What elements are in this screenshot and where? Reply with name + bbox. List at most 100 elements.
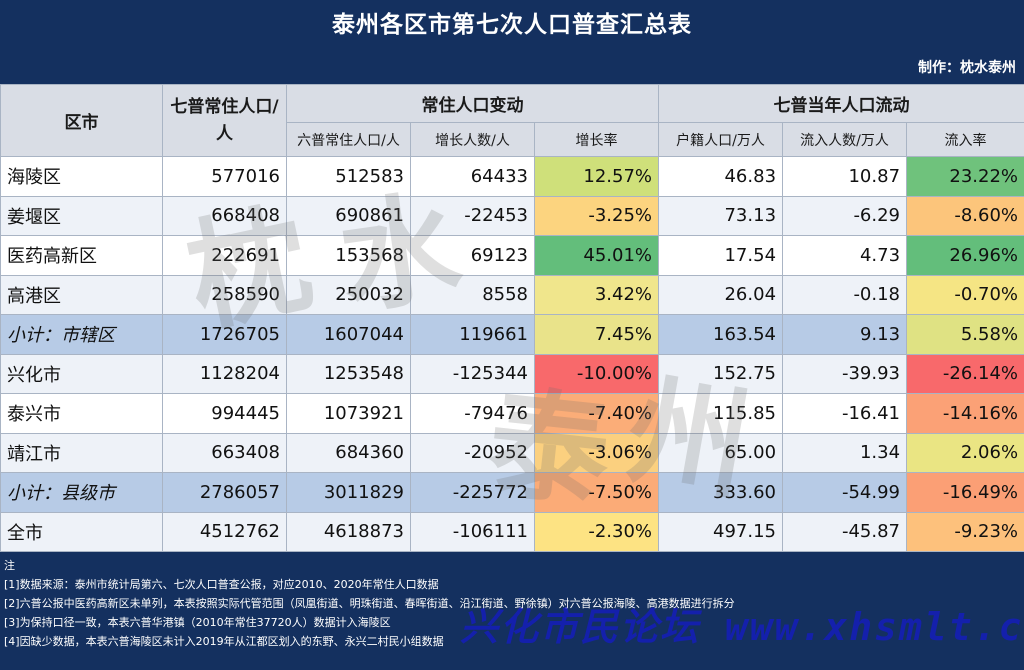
region-name: 全市 bbox=[0, 511, 163, 552]
pop7-cell: 668408 bbox=[162, 195, 287, 236]
pop6-cell: 1073921 bbox=[286, 393, 411, 434]
pop7-cell: 577016 bbox=[162, 156, 287, 197]
inflow-rate-cell: 2.06% bbox=[906, 432, 1024, 473]
header-registered: 户籍人口/万人 bbox=[658, 122, 784, 157]
inflow-cell: 9.13 bbox=[782, 314, 908, 355]
header-inflow-rate: 流入率 bbox=[906, 122, 1024, 157]
registered-cell: 333.60 bbox=[658, 472, 784, 513]
inflow-rate-cell: 26.96% bbox=[906, 235, 1024, 276]
region-name: 姜堰区 bbox=[0, 195, 163, 236]
growth-rate-cell: -3.25% bbox=[533, 195, 660, 236]
inflow-cell: 1.34 bbox=[782, 432, 908, 473]
registered-cell: 26.04 bbox=[658, 274, 784, 315]
region-name: 泰兴市 bbox=[0, 393, 163, 434]
pop7-cell: 1726705 bbox=[162, 314, 287, 355]
growth-rate-cell: -3.06% bbox=[533, 432, 660, 473]
pop7-cell: 222691 bbox=[162, 235, 287, 276]
inflow-cell: 4.73 bbox=[782, 235, 908, 276]
growth-cell: 8558 bbox=[410, 274, 535, 315]
pop6-cell: 1253548 bbox=[286, 353, 411, 394]
notes-section: 注 [1]数据来源：泰州市统计局第六、七次人口普查公报，对应2010、2020年… bbox=[4, 556, 1020, 651]
pop6-cell: 153568 bbox=[286, 235, 411, 276]
pop6-cell: 690861 bbox=[286, 195, 411, 236]
growth-cell: -106111 bbox=[410, 511, 535, 552]
region-name: 小计：县级市 bbox=[0, 472, 163, 513]
note-item: [2]六普公报中医药高新区未单列，本表按照实际代管范围（凤凰街道、明珠街道、春晖… bbox=[4, 597, 735, 610]
registered-cell: 497.15 bbox=[658, 511, 784, 552]
header-pop6: 六普常住人口/人 bbox=[286, 122, 411, 157]
header-growth-rate: 增长率 bbox=[533, 122, 660, 157]
growth-cell: -22453 bbox=[410, 195, 535, 236]
inflow-cell: -54.99 bbox=[782, 472, 908, 513]
table-row: 医药高新区 222691 153568 69123 45.01% 17.54 4… bbox=[0, 235, 1024, 276]
pop7-cell: 4512762 bbox=[162, 511, 287, 552]
note-item: [4]因缺少数据，本表六普海陵区未计入2019年从江都区划入的东野、永兴二村民小… bbox=[4, 635, 444, 648]
subtotal-row: 小计：县级市 2786057 3011829 -225772 -7.50% 33… bbox=[0, 472, 1024, 513]
registered-cell: 17.54 bbox=[658, 235, 784, 276]
pop7-cell: 663408 bbox=[162, 432, 287, 473]
inflow-rate-cell: -26.14% bbox=[906, 353, 1024, 394]
growth-cell: -20952 bbox=[410, 432, 535, 473]
page-title: 泰州各区市第七次人口普查汇总表 bbox=[332, 12, 692, 38]
inflow-rate-cell: -9.23% bbox=[906, 511, 1024, 552]
region-name: 医药高新区 bbox=[0, 235, 163, 276]
table-row: 泰兴市 994445 1073921 -79476 -7.40% 115.85 … bbox=[0, 393, 1024, 434]
growth-rate-cell: 7.45% bbox=[533, 314, 660, 355]
table-row: 姜堰区 668408 690861 -22453 -3.25% 73.13 -6… bbox=[0, 195, 1024, 236]
note-item: [1]数据来源：泰州市统计局第六、七次人口普查公报，对应2010、2020年常住… bbox=[4, 578, 439, 591]
table-row: 高港区 258590 250032 8558 3.42% 26.04 -0.18… bbox=[0, 274, 1024, 315]
growth-rate-cell: 3.42% bbox=[533, 274, 660, 315]
header-region: 区市 bbox=[0, 84, 163, 157]
registered-cell: 65.00 bbox=[658, 432, 784, 473]
pop6-cell: 1607044 bbox=[286, 314, 411, 355]
subtotal-row: 小计：市辖区 1726705 1607044 119661 7.45% 163.… bbox=[0, 314, 1024, 355]
registered-cell: 73.13 bbox=[658, 195, 784, 236]
inflow-cell: -16.41 bbox=[782, 393, 908, 434]
inflow-cell: -6.29 bbox=[782, 195, 908, 236]
notes-heading: 注 bbox=[4, 559, 15, 572]
growth-rate-cell: 12.57% bbox=[533, 156, 660, 197]
inflow-rate-cell: 23.22% bbox=[906, 156, 1024, 197]
growth-cell: -125344 bbox=[410, 353, 535, 394]
pop7-cell: 2786057 bbox=[162, 472, 287, 513]
growth-cell: 69123 bbox=[410, 235, 535, 276]
growth-rate-cell: -2.30% bbox=[533, 511, 660, 552]
pop7-cell: 994445 bbox=[162, 393, 287, 434]
header-pop7: 七普常住人口/人 bbox=[162, 84, 287, 157]
inflow-rate-cell: 5.58% bbox=[906, 314, 1024, 355]
registered-cell: 163.54 bbox=[658, 314, 784, 355]
growth-rate-cell: -7.50% bbox=[533, 472, 660, 513]
registered-cell: 115.85 bbox=[658, 393, 784, 434]
pop6-cell: 250032 bbox=[286, 274, 411, 315]
pop6-cell: 4618873 bbox=[286, 511, 411, 552]
header-inflow: 流入人数/万人 bbox=[782, 122, 908, 157]
growth-rate-cell: 45.01% bbox=[533, 235, 660, 276]
total-row: 全市 4512762 4618873 -106111 -2.30% 497.15… bbox=[0, 511, 1024, 552]
inflow-cell: -0.18 bbox=[782, 274, 908, 315]
growth-rate-cell: -7.40% bbox=[533, 393, 660, 434]
pop7-cell: 258590 bbox=[162, 274, 287, 315]
pop6-cell: 512583 bbox=[286, 156, 411, 197]
note-item: [3]为保持口径一致，本表六普华港镇（2010年常住37720人）数据计入海陵区 bbox=[4, 616, 391, 629]
region-name: 高港区 bbox=[0, 274, 163, 315]
growth-cell: 64433 bbox=[410, 156, 535, 197]
pop6-cell: 3011829 bbox=[286, 472, 411, 513]
registered-cell: 152.75 bbox=[658, 353, 784, 394]
growth-cell: -79476 bbox=[410, 393, 535, 434]
table-row: 靖江市 663408 684360 -20952 -3.06% 65.00 1.… bbox=[0, 432, 1024, 473]
header-group-change: 常住人口变动 bbox=[285, 84, 660, 123]
inflow-rate-cell: -0.70% bbox=[906, 274, 1024, 315]
inflow-cell: -45.87 bbox=[782, 511, 908, 552]
header-growth: 增长人数/人 bbox=[410, 122, 535, 157]
region-name: 小计：市辖区 bbox=[0, 314, 163, 355]
inflow-rate-cell: -8.60% bbox=[906, 195, 1024, 236]
census-summary-table: 区市 七普常住人口/人 常住人口变动 七普当年人口流动 六普常住人口/人 增长人… bbox=[0, 84, 1024, 552]
table-row: 兴化市 1128204 1253548 -125344 -10.00% 152.… bbox=[0, 353, 1024, 394]
growth-rate-cell: -10.00% bbox=[533, 353, 660, 394]
pop7-cell: 1128204 bbox=[162, 353, 287, 394]
table-row: 海陵区 577016 512583 64433 12.57% 46.83 10.… bbox=[0, 156, 1024, 197]
region-name: 兴化市 bbox=[0, 353, 163, 394]
growth-cell: -225772 bbox=[410, 472, 535, 513]
inflow-rate-cell: -16.49% bbox=[906, 472, 1024, 513]
growth-cell: 119661 bbox=[410, 314, 535, 355]
